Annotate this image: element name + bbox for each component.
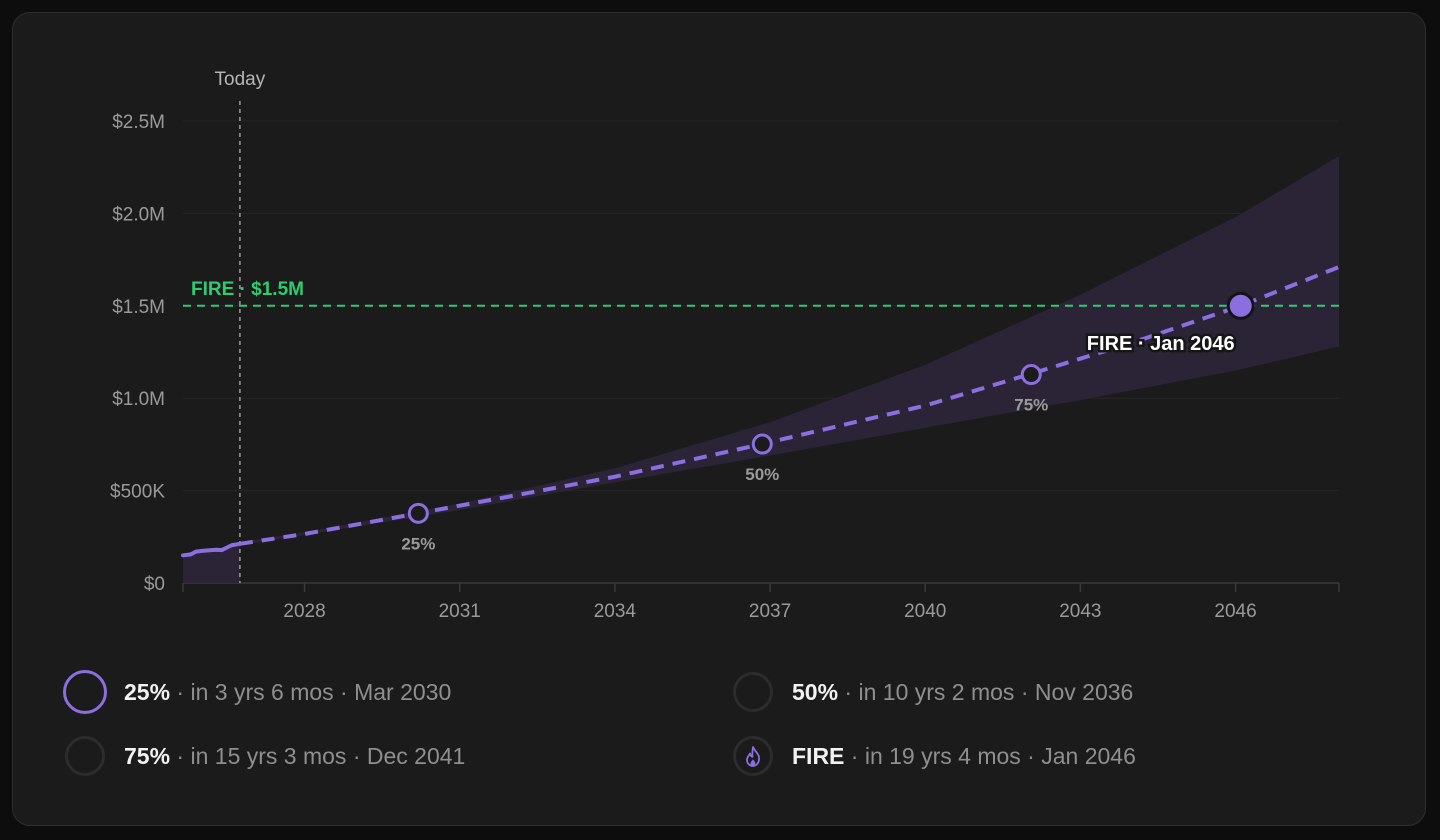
milestone-marker-label: 25% <box>401 534 435 553</box>
milestone-detail: · in 3 yrs 6 mos · Mar 2030 <box>170 678 452 705</box>
x-tick-label: 2043 <box>1059 601 1101 622</box>
x-tick-label: 2037 <box>749 601 791 622</box>
milestone-detail: · in 15 yrs 3 mos · Dec 2041 <box>170 742 466 769</box>
progress-ring-icon <box>65 736 105 776</box>
y-tick-label: $500K <box>110 482 165 503</box>
milestone-item[interactable]: 25% · in 3 yrs 6 mos · Mar 2030 <box>63 670 452 714</box>
flame-glyph <box>746 746 761 767</box>
milestone-item[interactable]: 75% · in 15 yrs 3 mos · Dec 2041 <box>65 734 465 778</box>
y-tick-label: $2.5M <box>112 112 165 133</box>
fire-marker <box>1229 294 1252 317</box>
y-tick-label: $2.0M <box>112 204 165 225</box>
history-area <box>183 543 240 583</box>
y-tick-label: $0 <box>144 574 165 595</box>
milestone-name: 25% <box>124 678 171 705</box>
milestone-marker-label: 75% <box>1014 396 1048 415</box>
milestone-marker <box>751 433 773 455</box>
fire-projection-chart: $0 $500K $1.0M $1.5M $2.0M $2.5M 2028 2031 2034 2… <box>110 69 1340 622</box>
x-tick-label: 2028 <box>283 601 325 622</box>
progress-ring-icon <box>63 670 107 714</box>
x-tick-label: 2034 <box>594 601 637 622</box>
milestone-detail: · in 19 yrs 4 mos · Jan 2046 <box>844 742 1136 769</box>
milestone-marker <box>1020 364 1042 386</box>
milestone-item[interactable]: FIRE · in 19 yrs 4 mos · Jan 2046 <box>733 734 1136 778</box>
x-tick-label: 2046 <box>1214 601 1256 622</box>
y-tick-label: $1.5M <box>112 297 165 318</box>
history-line <box>181 541 242 558</box>
milestone-marker-label: 50% <box>745 465 779 484</box>
milestone-marker <box>407 502 429 524</box>
milestone-name: 75% <box>124 742 171 769</box>
progress-ring-icon <box>733 672 773 712</box>
today-label: Today <box>215 69 266 90</box>
milestone-detail: · in 10 yrs 2 mos · Nov 2036 <box>838 678 1134 705</box>
x-tick-label: 2031 <box>439 601 481 622</box>
milestone-list: 25% · in 3 yrs 6 mos · Mar 2030 50% · in… <box>13 13 1425 825</box>
flame-icon <box>733 736 773 776</box>
y-tick-label: $1.0M <box>112 389 165 410</box>
confidence-band <box>239 156 1339 546</box>
x-tick-label: 2040 <box>904 601 946 622</box>
fire-projection-card: $0 $500K $1.0M $1.5M $2.0M $2.5M 2028 2031 2034 2… <box>12 12 1426 826</box>
milestone-name: FIRE <box>792 742 845 769</box>
fire-target-label: FIRE · $1.5M <box>191 279 304 300</box>
milestone-item[interactable]: 50% · in 10 yrs 2 mos · Nov 2036 <box>733 670 1133 714</box>
fire-marker-label: FIRE · Jan 2046 <box>1087 333 1235 355</box>
milestone-name: 50% <box>792 678 839 705</box>
